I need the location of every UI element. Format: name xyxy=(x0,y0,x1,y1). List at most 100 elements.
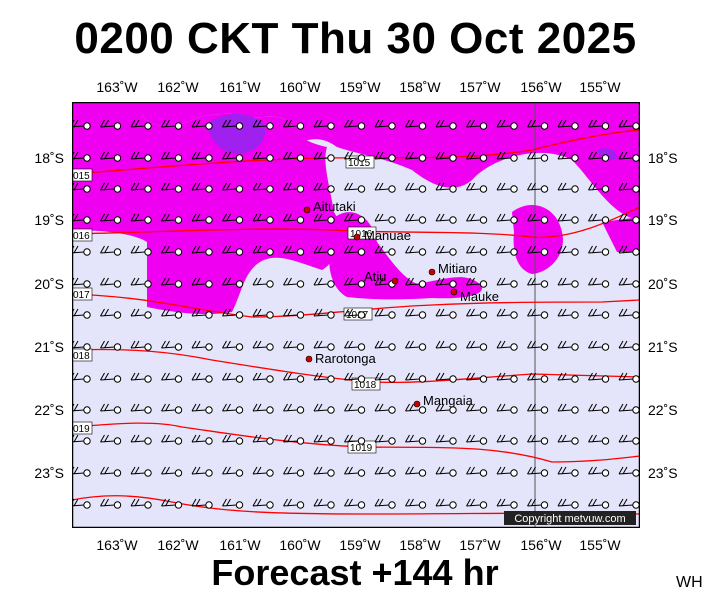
latitude-label-left: 22˚S xyxy=(34,402,64,418)
island-name: Mauke xyxy=(460,289,499,304)
wind-barb xyxy=(161,340,183,351)
wind-barb xyxy=(466,182,488,193)
wind-barb xyxy=(222,151,244,162)
wind-barb xyxy=(130,466,152,477)
wind-barb xyxy=(466,434,488,445)
island-marker-rarotonga: Rarotonga xyxy=(305,351,376,366)
wind-barb xyxy=(527,403,549,414)
wind-barb xyxy=(72,182,91,193)
wind-barb xyxy=(161,213,183,224)
longitude-label-top: 155˚W xyxy=(579,79,621,95)
wind-barb xyxy=(527,434,549,445)
copyright-box xyxy=(504,511,636,525)
wind-barb xyxy=(588,151,610,162)
latitude-label-right: 20˚S xyxy=(648,276,678,292)
wind-barb xyxy=(557,340,579,351)
wind-barb xyxy=(466,151,488,162)
wind-barb xyxy=(588,182,610,193)
wind-barb xyxy=(72,372,91,383)
wind-barb xyxy=(588,308,610,319)
wind-barb xyxy=(557,213,579,224)
wind-barb xyxy=(313,182,335,193)
wind-barb xyxy=(588,340,610,351)
wind-barb xyxy=(222,340,244,351)
wind-barb xyxy=(588,277,610,288)
wind-barb xyxy=(496,340,518,351)
wind-barb xyxy=(496,308,518,319)
wind-barb xyxy=(130,277,152,288)
wind-barb xyxy=(161,434,183,445)
wind-barb xyxy=(466,277,488,288)
wind-barb xyxy=(161,403,183,414)
wind-barb xyxy=(222,245,244,256)
wind-barb xyxy=(557,277,579,288)
wind-barb xyxy=(466,372,488,383)
wind-barb xyxy=(527,308,549,319)
wind-barb xyxy=(405,340,427,351)
wind-barb xyxy=(222,308,244,319)
wind-barb xyxy=(161,119,183,130)
wind-barb xyxy=(100,466,122,477)
wind-barb xyxy=(252,277,274,288)
wind-barb xyxy=(527,372,549,383)
corner-code: WH xyxy=(676,574,703,591)
wind-barb xyxy=(405,182,427,193)
longitude-label-bottom: 156˚W xyxy=(520,537,562,553)
wind-barb xyxy=(374,245,396,256)
rain-area-north xyxy=(72,102,640,220)
wind-barb xyxy=(466,498,488,509)
wind-barb xyxy=(313,466,335,477)
wind-barb xyxy=(405,245,427,256)
island-marker-aitutaki: Aitutaki xyxy=(303,199,356,214)
wind-barb xyxy=(496,277,518,288)
wind-barb xyxy=(283,403,305,414)
wind-barb xyxy=(191,245,213,256)
wind-barb xyxy=(283,182,305,193)
wind-barb xyxy=(496,403,518,414)
wind-barb xyxy=(618,119,640,130)
wind-barb xyxy=(527,277,549,288)
wind-barb xyxy=(191,119,213,130)
wind-barb xyxy=(557,498,579,509)
wind-barb xyxy=(557,182,579,193)
wind-barb xyxy=(435,498,457,509)
wind-barb xyxy=(557,403,579,414)
forecast-label: Forecast +144 hr xyxy=(211,552,499,593)
wind-barb xyxy=(100,182,122,193)
wind-barb xyxy=(588,403,610,414)
longitude-label-bottom: 162˚W xyxy=(157,537,199,553)
longitude-label-top: 163˚W xyxy=(96,79,138,95)
wind-barb xyxy=(527,182,549,193)
wind-barb xyxy=(588,466,610,477)
wind-barb xyxy=(466,340,488,351)
wind-barb xyxy=(527,498,549,509)
wind-barb xyxy=(496,245,518,256)
wind-barb xyxy=(252,434,274,445)
wind-barb xyxy=(344,403,366,414)
wind-barb xyxy=(100,151,122,162)
isobar-label: 017 xyxy=(72,287,93,301)
wind-barb xyxy=(313,434,335,445)
wind-barb xyxy=(588,434,610,445)
wind-barb xyxy=(374,403,396,414)
latitude-label-right: 22˚S xyxy=(648,402,678,418)
wind-barb xyxy=(313,245,335,256)
wind-barb xyxy=(588,498,610,509)
wind-barb xyxy=(496,213,518,224)
map-border xyxy=(72,102,640,528)
wind-barb xyxy=(191,277,213,288)
wind-barb xyxy=(405,151,427,162)
island-marker-manuae: Manuae xyxy=(353,228,411,243)
rain-area-east-edge xyxy=(602,217,640,252)
wind-barb xyxy=(435,213,457,224)
wind-barb xyxy=(252,151,274,162)
island-name: Aitutaki xyxy=(313,199,356,214)
wind-barb xyxy=(344,498,366,509)
wind-barb xyxy=(252,182,274,193)
island-name: Mangaia xyxy=(423,393,474,408)
isobar-label-text: 019 xyxy=(73,424,90,435)
wind-barb xyxy=(527,340,549,351)
wind-barb xyxy=(222,434,244,445)
wind-barb xyxy=(496,151,518,162)
